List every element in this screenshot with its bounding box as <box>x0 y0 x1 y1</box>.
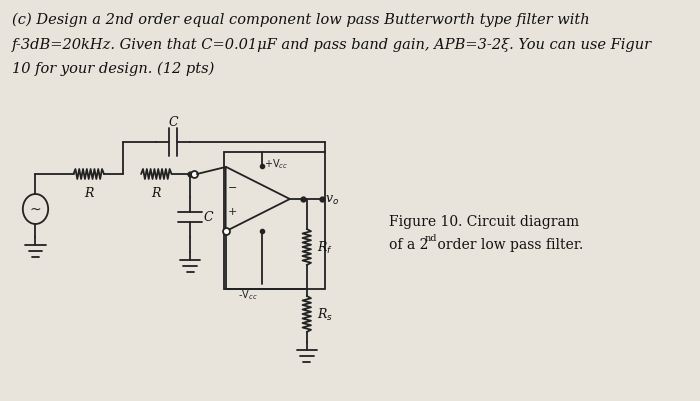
Text: v$_o$: v$_o$ <box>326 193 340 206</box>
Text: C: C <box>204 211 214 224</box>
Text: Figure 10. Circuit diagram: Figure 10. Circuit diagram <box>389 215 579 229</box>
Text: order low pass filter.: order low pass filter. <box>433 237 583 251</box>
Bar <box>224 153 326 289</box>
Text: R: R <box>152 186 161 200</box>
Text: -V$_{cc}$: -V$_{cc}$ <box>238 287 258 301</box>
Text: R: R <box>84 186 93 200</box>
Text: of a 2: of a 2 <box>389 237 428 251</box>
Text: R$_f$: R$_f$ <box>317 239 332 255</box>
Text: C: C <box>169 116 178 129</box>
Text: −: − <box>228 182 237 192</box>
Text: nd: nd <box>424 233 437 242</box>
Text: +V$_{cc}$: +V$_{cc}$ <box>265 157 289 170</box>
Text: ~: ~ <box>29 203 41 217</box>
Text: f-3dB=20kHz. Given that C=0.01μF and pass band gain, APB=3-2ξ. You can use Figur: f-3dB=20kHz. Given that C=0.01μF and pas… <box>12 38 652 52</box>
Text: R$_s$: R$_s$ <box>317 306 333 322</box>
Text: (c) Design a 2nd order equal component low pass Butterworth type filter with: (c) Design a 2nd order equal component l… <box>12 13 589 27</box>
Text: +: + <box>228 207 237 217</box>
Text: 10 for your design. (12 pts): 10 for your design. (12 pts) <box>12 62 214 76</box>
